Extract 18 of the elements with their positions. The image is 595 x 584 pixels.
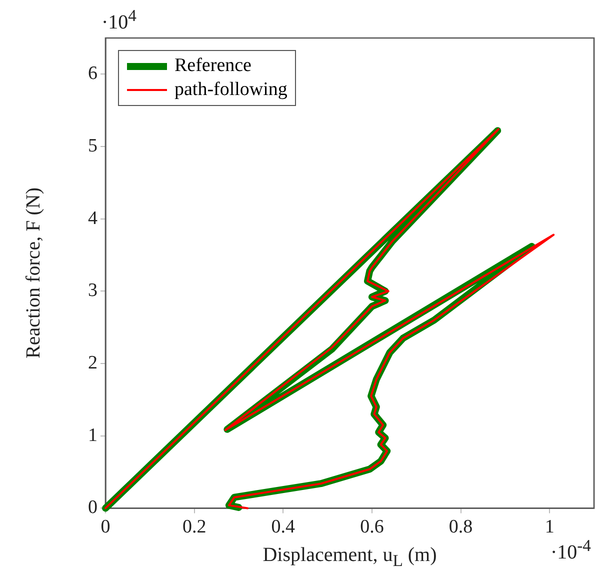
x-tick-label: 0.6: [360, 516, 384, 538]
y-tick-label: 6: [88, 63, 98, 84]
x-axis-title: Displacement, u$_{L}$ (m): [262, 544, 437, 572]
y-tick-label: 2: [88, 352, 98, 374]
y-tick-label: 5: [88, 135, 98, 156]
y-axis-title: Reaction force, F (N): [22, 188, 46, 359]
x-tick-label: 0.8: [448, 516, 473, 538]
legend-label: path-following: [174, 79, 288, 101]
text: ·10$^{4}$: [102, 6, 136, 35]
legend-label: Reference: [174, 55, 252, 77]
x-tick-label: 1: [544, 516, 554, 538]
x-tick-label: 0.4: [271, 516, 296, 538]
y-tick-label: 3: [88, 280, 98, 302]
y-tick-label: 4: [88, 208, 98, 229]
text: ·10$^{-4}$: [550, 536, 591, 565]
y-tick-label: 0: [88, 497, 98, 518]
y-tick-label: 1: [88, 424, 98, 446]
x-tick-label: 0.2: [182, 516, 206, 538]
